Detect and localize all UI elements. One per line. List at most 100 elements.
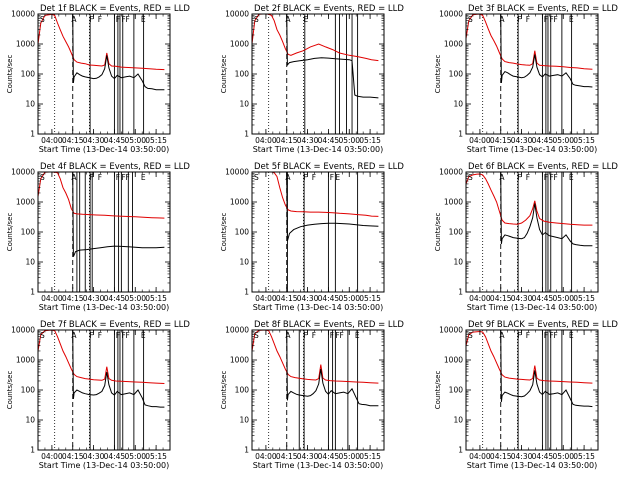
y-tick-label: 100 [235, 70, 250, 79]
interval-marker-label: A [71, 15, 77, 24]
interval-marker-label: F [121, 331, 125, 340]
x-tick-label: 04:45 [318, 136, 340, 145]
y-tick-label: 1 [30, 288, 35, 297]
x-tick-label: 05:00 [552, 136, 574, 145]
lld-series-line [466, 173, 593, 226]
x-tick-label: 04:00 [469, 294, 491, 303]
interval-marker-label: A [499, 173, 505, 182]
y-axis-label: Counts/sec [434, 213, 442, 252]
events-series-line [466, 172, 593, 247]
lld-series-line [38, 330, 165, 384]
events-series-line [252, 330, 379, 407]
interval-marker-label: F [126, 15, 130, 24]
interval-marker-label: F [517, 173, 521, 182]
y-tick-label: 1 [244, 288, 249, 297]
axes-frame [37, 329, 171, 451]
axes-frame [251, 171, 385, 293]
x-tick-label: 05:15 [359, 136, 381, 145]
detector-panel: Det 9f BLACK = Events, RED = LLD 1 10 100 10… [434, 320, 618, 470]
y-tick-label: 100 [235, 386, 250, 395]
interval-marker-label: E [569, 331, 574, 340]
interval-marker-label: F [554, 15, 558, 24]
x-tick-label: 04:15 [490, 294, 512, 303]
interval-marker-label: F [312, 173, 316, 182]
x-tick-label: 05:00 [124, 452, 146, 461]
interval-marker-label: F [121, 15, 125, 24]
x-tick-label: 04:45 [532, 294, 554, 303]
x-tick-label: 04:30 [83, 136, 105, 145]
axes-frame [251, 13, 385, 135]
panel-title: Det 6f BLACK = Events, RED = LLD [468, 162, 618, 172]
y-tick-label: 10000 [439, 168, 463, 177]
vertical-lines [268, 172, 359, 292]
series-group [466, 330, 593, 408]
y-tick-label: 1 [30, 446, 35, 455]
interval-marker-label: F [116, 15, 120, 24]
y-tick-label: 1 [30, 130, 35, 139]
panel-title: Det 8f BLACK = Events, RED = LLD [254, 320, 404, 330]
axes-frame [465, 329, 599, 451]
interval-marker-label: F [340, 331, 344, 340]
y-tick-label: 100 [21, 70, 36, 79]
x-tick-label: 04:30 [83, 452, 105, 461]
interval-marker-label: E [355, 331, 360, 340]
axes-frame [465, 13, 599, 135]
interval-marker-label: E [335, 173, 340, 182]
x-tick-label: 04:30 [297, 136, 319, 145]
detector-panel: Det 8f BLACK = Events, RED = LLD 1 10 100 10… [220, 320, 404, 470]
lld-series-line [38, 14, 165, 71]
y-tick-label: 100 [449, 228, 464, 237]
y-tick-label: 1 [458, 130, 463, 139]
interval-marker-label: E [141, 173, 146, 182]
x-tick-label: 04:45 [532, 452, 554, 461]
x-tick-label: 04:30 [511, 452, 533, 461]
interval-marker-label: S [40, 15, 45, 24]
interval-marker-label: F [126, 173, 130, 182]
x-tick-label: 04:30 [511, 136, 533, 145]
interval-marker-label: F [330, 331, 334, 340]
x-tick-label: 04:00 [469, 452, 491, 461]
x-axis-label: Start Time (13-Dec-14 03:50:00) [39, 145, 170, 154]
y-tick-label: 1 [244, 130, 249, 139]
interval-marker-label: S [468, 15, 473, 24]
interval-marker-label: E [569, 173, 574, 182]
panel-title: Det 1f BLACK = Events, RED = LLD [40, 4, 190, 14]
y-tick-label: 10000 [11, 168, 35, 177]
vertical-lines [54, 14, 145, 134]
x-tick-label: 04:15 [490, 452, 512, 461]
y-tick-label: 1000 [444, 198, 463, 207]
series-group [466, 14, 593, 88]
y-tick-label: 1 [458, 288, 463, 297]
interval-marker-label: S [254, 173, 259, 182]
events-series-line [38, 172, 165, 257]
events-series-line [466, 14, 593, 88]
x-tick-label: 05:00 [338, 294, 360, 303]
interval-marker-label: F [554, 173, 558, 182]
y-tick-label: 100 [235, 228, 250, 237]
y-axis-label: Counts/sec [220, 213, 228, 252]
x-tick-label: 04:00 [41, 136, 63, 145]
x-tick-label: 04:00 [41, 452, 63, 461]
interval-marker-label: A [71, 173, 77, 182]
x-tick-label: 04:15 [62, 294, 84, 303]
detector-panel: Det 7f BLACK = Events, RED = LLD 1 10 100 10… [6, 320, 190, 470]
y-tick-label: 1000 [16, 40, 35, 49]
x-tick-label: 05:00 [552, 452, 574, 461]
x-tick-label: 04:15 [62, 452, 84, 461]
axes-frame [465, 171, 599, 293]
interval-marker-label: F [517, 15, 521, 24]
interval-marker-label: F [98, 173, 102, 182]
events-series-line [466, 330, 593, 408]
series-group [252, 14, 379, 99]
x-tick-label: 04:30 [511, 294, 533, 303]
x-tick-label: 05:15 [145, 294, 167, 303]
interval-marker-label: F [98, 331, 102, 340]
y-tick-label: 100 [21, 228, 36, 237]
panel-title: Det 4f BLACK = Events, RED = LLD [40, 162, 190, 172]
interval-marker-label: F [126, 331, 130, 340]
